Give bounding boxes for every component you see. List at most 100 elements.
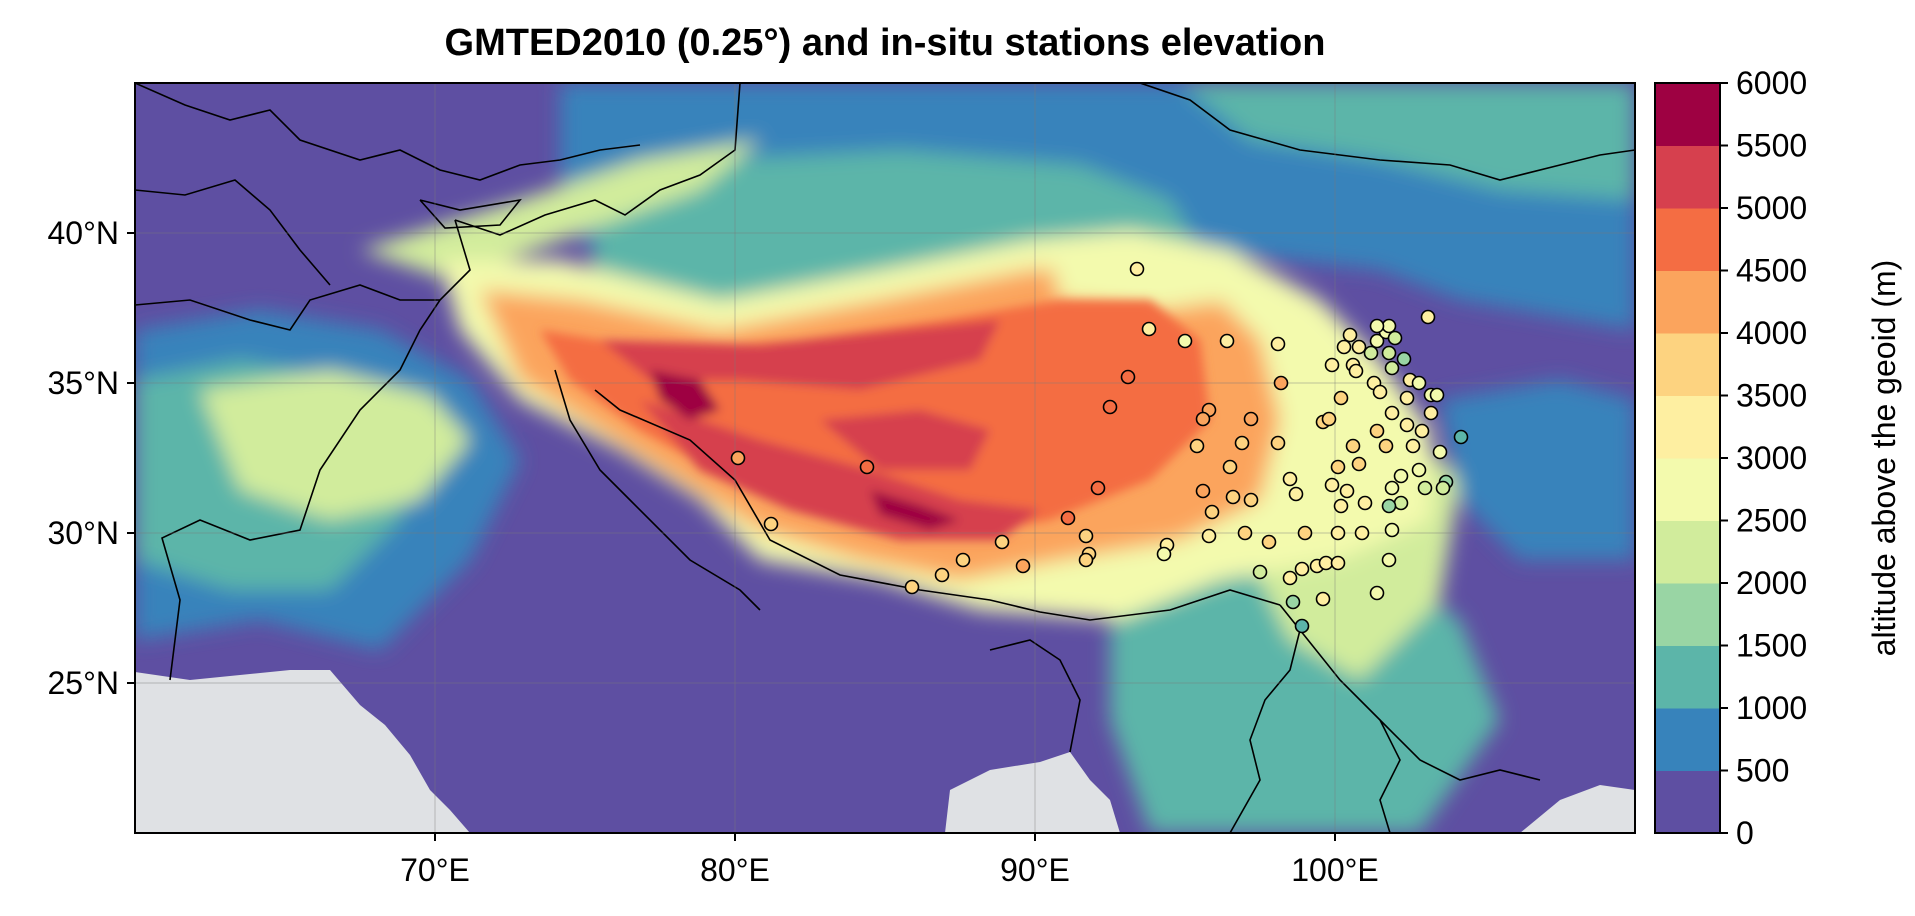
station-marker xyxy=(934,567,950,583)
colorbar-cell xyxy=(1655,333,1720,396)
terrain-gobi xyxy=(1180,83,1635,200)
station-marker xyxy=(1453,429,1469,445)
station-marker xyxy=(1330,459,1346,475)
station-marker xyxy=(1129,261,1145,277)
station-marker xyxy=(1189,438,1205,454)
station-marker xyxy=(1351,456,1367,472)
station-marker xyxy=(1234,435,1250,451)
station-marker xyxy=(1393,495,1409,511)
station-marker xyxy=(1417,480,1433,496)
lat-tick-label: 25°N xyxy=(48,665,120,701)
station-marker xyxy=(1090,480,1106,496)
station-marker xyxy=(1384,522,1400,538)
border-iran xyxy=(135,179,331,286)
station-marker xyxy=(1078,528,1094,544)
station-marker xyxy=(1384,405,1400,421)
border-kyrgyzstan xyxy=(419,198,522,229)
colorbar-tick-label: 3000 xyxy=(1736,440,1807,476)
lat-tick-label: 40°N xyxy=(48,215,120,251)
colorbar-tick-label: 4500 xyxy=(1736,253,1807,289)
station-marker xyxy=(1297,525,1313,541)
gridlines xyxy=(135,83,1635,833)
axis-ticks: 70°E 80°E 90°E 100°E 25°N 30°N 35°N 40°N xyxy=(48,215,1379,888)
lat-tick-label: 30°N xyxy=(48,515,120,551)
station-marker xyxy=(859,459,875,475)
station-marker xyxy=(1405,438,1421,454)
station-marker xyxy=(1078,552,1094,568)
station-marker xyxy=(1369,585,1385,601)
station-marker xyxy=(1339,483,1355,499)
station-marker xyxy=(1369,423,1385,439)
colorbar-tick-label: 1500 xyxy=(1736,628,1807,664)
country-borders xyxy=(135,83,1635,833)
station-marker xyxy=(1369,333,1385,349)
station-marker xyxy=(1342,327,1358,343)
station-marker xyxy=(1288,486,1304,502)
colorbar-cell xyxy=(1655,770,1720,834)
station-marker xyxy=(1387,330,1403,346)
colorbar-tick-label: 2500 xyxy=(1736,503,1807,539)
station-marker xyxy=(1381,498,1397,514)
station-marker xyxy=(1348,363,1364,379)
colorbar-tick-label: 1000 xyxy=(1736,690,1807,726)
colorbar-cell xyxy=(1655,583,1720,646)
border-himalaya xyxy=(594,389,1281,621)
station-marker xyxy=(1411,375,1427,391)
station-marker xyxy=(1351,339,1367,355)
station-marker xyxy=(1177,333,1193,349)
border-central-asia xyxy=(135,83,641,181)
station-marker xyxy=(1381,318,1397,334)
station-marker xyxy=(1381,552,1397,568)
border-tibet-west xyxy=(454,83,741,236)
colorbar-cell xyxy=(1655,270,1720,334)
station-marker xyxy=(1357,495,1373,511)
station-marker xyxy=(1270,336,1286,352)
station-marker xyxy=(1243,492,1259,508)
terrain-tarim-basin xyxy=(590,150,1200,320)
colorbar-cells xyxy=(1655,83,1720,834)
colorbar-tick-label: 3500 xyxy=(1736,378,1807,414)
lon-tick-label: 80°E xyxy=(700,852,770,888)
gulf-of-tonkin xyxy=(1520,785,1635,833)
colorbar-label: altitude above the geoid (m) xyxy=(1866,260,1902,657)
border-china-south xyxy=(1299,629,1541,781)
bay-of-bengal xyxy=(945,752,1120,833)
lat-tick-label: 35°N xyxy=(48,365,120,401)
border-india-west xyxy=(554,369,761,611)
station-marker xyxy=(1321,411,1337,427)
station-marker xyxy=(1372,384,1388,400)
station-marker xyxy=(1363,345,1379,361)
colorbar-tick-label: 4000 xyxy=(1736,315,1807,351)
station-marker xyxy=(1156,546,1172,562)
station-marker xyxy=(1423,405,1439,421)
terrain-himalaya-range xyxy=(640,400,1040,540)
station-marker xyxy=(1225,489,1241,505)
station-marker xyxy=(1243,411,1259,427)
station-marker xyxy=(904,579,920,595)
border-bangladesh xyxy=(989,639,1081,753)
lon-tick-label: 100°E xyxy=(1291,852,1379,888)
station-marker xyxy=(763,516,779,532)
station-marker xyxy=(1354,525,1370,541)
station-marker xyxy=(1396,351,1412,367)
terrain-sichuan-basin xyxy=(1440,380,1635,560)
station-marker xyxy=(1318,555,1334,571)
station-marker xyxy=(1324,477,1340,493)
station-marker xyxy=(994,534,1010,550)
station-marker xyxy=(1060,510,1076,526)
station-marker xyxy=(1237,525,1253,541)
terrain-karakoram-peaks xyxy=(650,370,720,420)
colorbar-tick-label: 5500 xyxy=(1736,128,1807,164)
colorbar-tick-label: 5000 xyxy=(1736,190,1807,226)
colorbar-ticks: 0 500 1000 1500 2000 2500 3000 3500 4000 4500 5000… xyxy=(1720,65,1807,851)
terrain-kunlun-range xyxy=(600,320,1000,390)
station-marker xyxy=(1345,438,1361,454)
station-marker xyxy=(1222,459,1238,475)
station-marker xyxy=(1273,375,1289,391)
elevation-raster xyxy=(135,83,1635,833)
colorbar-cell xyxy=(1655,458,1720,521)
terrain-high-ranges xyxy=(540,300,1210,540)
station-marker xyxy=(1333,498,1349,514)
station-marker xyxy=(1141,321,1157,337)
